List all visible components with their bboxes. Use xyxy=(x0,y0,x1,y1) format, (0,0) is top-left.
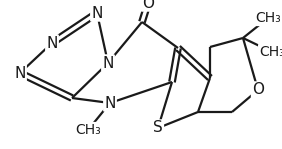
Text: CH₃: CH₃ xyxy=(259,45,282,59)
Text: O: O xyxy=(252,83,264,97)
Text: CH₃: CH₃ xyxy=(75,123,101,137)
Text: CH₃: CH₃ xyxy=(255,11,281,25)
Text: O: O xyxy=(142,0,154,10)
Text: N: N xyxy=(14,66,26,80)
Text: N: N xyxy=(46,35,58,51)
Text: S: S xyxy=(153,121,163,135)
Text: N: N xyxy=(104,96,116,111)
Text: N: N xyxy=(102,55,114,70)
Text: N: N xyxy=(91,6,103,21)
